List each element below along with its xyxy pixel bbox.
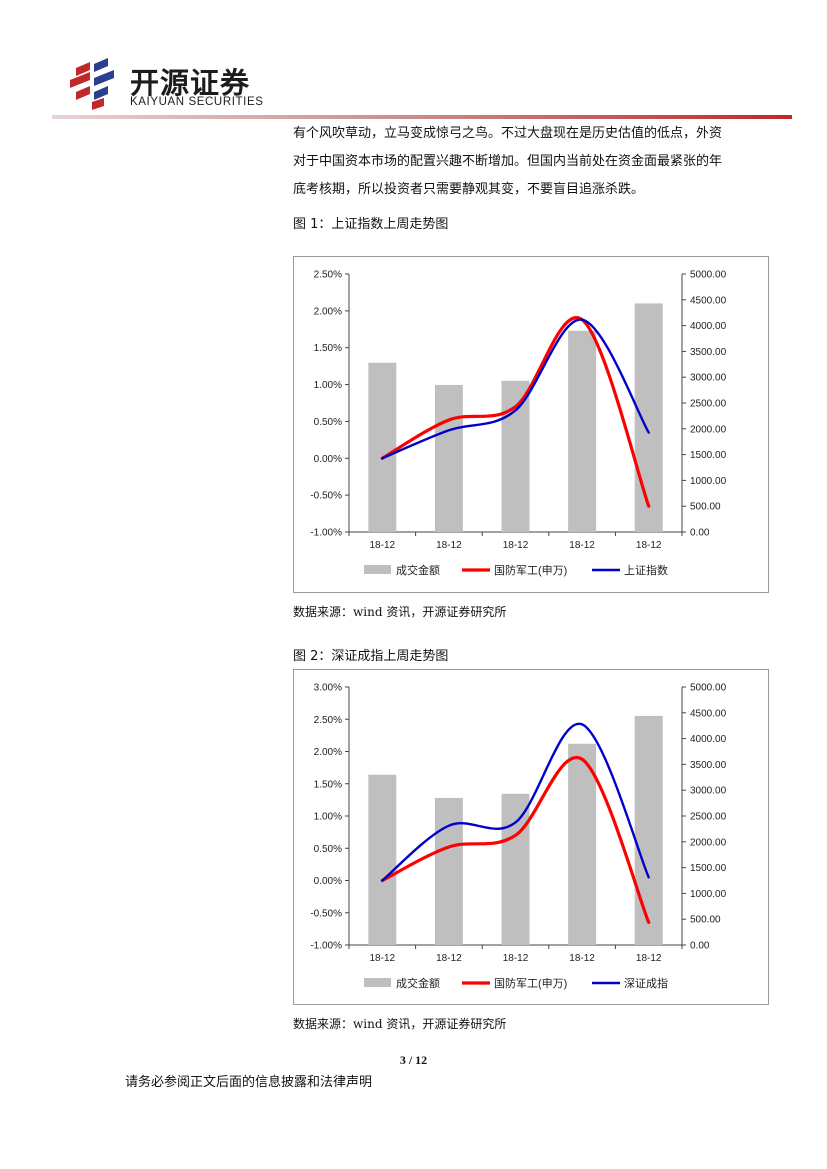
x-axis-tick-label: 18-12 xyxy=(503,953,529,964)
right-axis-tick-label: 2500.00 xyxy=(690,399,727,410)
left-axis-tick-label: -1.00% xyxy=(310,528,342,539)
left-axis-tick-label: -0.50% xyxy=(310,491,342,502)
bar xyxy=(568,743,597,945)
right-axis-tick-label: 4500.00 xyxy=(690,708,727,719)
x-axis-tick-label: 18-12 xyxy=(370,540,396,551)
x-axis-tick-label: 18-12 xyxy=(436,540,462,551)
left-axis-tick-label: 2.50% xyxy=(314,270,342,281)
figure1-chart-frame: 2.50% 2.00% 1.50% 1.00% 0.50% 0.00% -0.50% -1.0… xyxy=(293,256,769,593)
x-axis-tick-label: 18-12 xyxy=(636,540,662,551)
legend-swatch xyxy=(364,565,391,574)
legend-label: 国防军工(申万) xyxy=(494,563,567,577)
x-axis-tick-label: 18-12 xyxy=(370,953,396,964)
bar xyxy=(368,362,397,532)
bar xyxy=(368,774,397,945)
legend-label: 深证成指 xyxy=(624,976,668,990)
x-axis-tick-label: 18-12 xyxy=(636,953,662,964)
right-axis-tick-label: 0.00 xyxy=(690,528,710,539)
x-axis-tick-label: 18-12 xyxy=(569,540,595,551)
body-line: 对于中国资本市场的配置兴趣不断增加。但国内当前处在资金面最紧张的年 xyxy=(293,154,723,169)
figure1-chart: 2.50% 2.00% 1.50% 1.00% 0.50% 0.00% -0.50% -1.0… xyxy=(310,270,727,578)
right-axis-tick-label: 2500.00 xyxy=(690,812,727,823)
left-axis-tick-label: 2.00% xyxy=(314,747,342,758)
figure2-caption: 图 2：深证成指上周走势图 xyxy=(293,649,449,664)
left-axis-tick-label: 2.00% xyxy=(314,306,342,317)
left-axis-tick-label: 1.50% xyxy=(314,779,342,790)
right-axis-tick-label: 4000.00 xyxy=(690,734,727,745)
left-axis-tick-label: -1.00% xyxy=(310,941,342,952)
right-axis-tick-label: 0.00 xyxy=(690,941,710,952)
right-axis-tick-label: 3500.00 xyxy=(690,760,727,771)
series-line xyxy=(380,316,651,508)
right-axis-tick-label: 1000.00 xyxy=(690,889,727,900)
bar xyxy=(434,797,463,945)
company-logo: 开源证券 KAIYUAN SECURITIES xyxy=(68,58,268,112)
x-axis-tick-label: 18-12 xyxy=(436,953,462,964)
left-axis-tick-label: 0.00% xyxy=(314,876,342,887)
figure1-caption: 图 1：上证指数上周走势图 xyxy=(293,217,449,232)
left-axis-tick-label: 1.50% xyxy=(314,343,342,354)
figure2-chart: 3.00% 2.50% 2.00% 1.50% 1.00% 0.50% 0.00% -0.50… xyxy=(310,683,727,991)
figure1-source: 数据来源：wind 资讯，开源证券研究所 xyxy=(293,605,507,619)
legend-label: 国防军工(申万) xyxy=(494,976,567,990)
disclaimer: 请务必参阅正文后面的信息披露和法律声明 xyxy=(125,1075,373,1090)
bar xyxy=(634,303,663,532)
logo-english-name: KAIYUAN SECURITIES xyxy=(130,96,264,108)
left-axis-tick-label: 0.00% xyxy=(314,454,342,465)
body-line: 底考核期，所以投资者只需要静观其变，不要盲目追涨杀跌。 xyxy=(293,182,645,197)
right-axis-tick-label: 4500.00 xyxy=(690,295,727,306)
right-axis-tick-label: 2000.00 xyxy=(690,424,727,435)
left-axis-tick-label: 2.50% xyxy=(314,715,342,726)
right-axis-tick-label: 3000.00 xyxy=(690,373,727,384)
bar xyxy=(434,384,463,532)
left-axis-tick-label: 1.00% xyxy=(314,380,342,391)
body-paragraph: 有个风吹草动，立马变成惊弓之鸟。不过大盘现在是历史估值的低点，外资 对于中国资本… xyxy=(293,120,773,204)
series-line xyxy=(381,722,650,882)
left-axis-tick-label: -0.50% xyxy=(310,908,342,919)
header-rule xyxy=(52,115,792,119)
left-axis-tick-label: 3.00% xyxy=(314,683,342,694)
right-axis-tick-label: 5000.00 xyxy=(690,270,727,281)
left-axis-tick-label: 1.00% xyxy=(314,812,342,823)
right-axis-tick-label: 5000.00 xyxy=(690,683,727,694)
logo-chinese-name: 开源证券 xyxy=(130,66,251,100)
right-axis-tick-label: 1500.00 xyxy=(690,863,727,874)
right-axis-tick-label: 500.00 xyxy=(690,915,721,926)
right-axis-tick-label: 1500.00 xyxy=(690,450,727,461)
right-axis-tick-label: 500.00 xyxy=(690,502,721,513)
series-line xyxy=(381,318,650,460)
right-axis-tick-label: 1000.00 xyxy=(690,476,727,487)
figure2-source: 数据来源：wind 资讯，开源证券研究所 xyxy=(293,1017,507,1031)
legend-label: 成交金额 xyxy=(396,563,440,577)
right-axis-tick-label: 3500.00 xyxy=(690,347,727,358)
left-axis-tick-label: 0.50% xyxy=(314,844,342,855)
legend-label: 上证指数 xyxy=(624,563,668,577)
right-axis-tick-label: 4000.00 xyxy=(690,321,727,332)
logo-mark-icon xyxy=(70,58,114,110)
right-axis-tick-label: 3000.00 xyxy=(690,786,727,797)
legend-swatch xyxy=(364,978,391,987)
page-number: 3 / 12 xyxy=(399,1053,428,1067)
figure2-chart-frame: 3.00% 2.50% 2.00% 1.50% 1.00% 0.50% 0.00% -0.50… xyxy=(293,669,769,1005)
x-axis-tick-label: 18-12 xyxy=(503,540,529,551)
series-line xyxy=(380,755,651,925)
legend-label: 成交金额 xyxy=(396,976,440,990)
bar xyxy=(568,330,597,532)
bar xyxy=(501,380,530,532)
x-axis-tick-label: 18-12 xyxy=(569,953,595,964)
right-axis-tick-label: 2000.00 xyxy=(690,837,727,848)
bar xyxy=(634,715,663,945)
bar xyxy=(501,793,530,945)
body-line: 有个风吹草动，立马变成惊弓之鸟。不过大盘现在是历史估值的低点，外资 xyxy=(293,126,723,141)
left-axis-tick-label: 0.50% xyxy=(314,417,342,428)
